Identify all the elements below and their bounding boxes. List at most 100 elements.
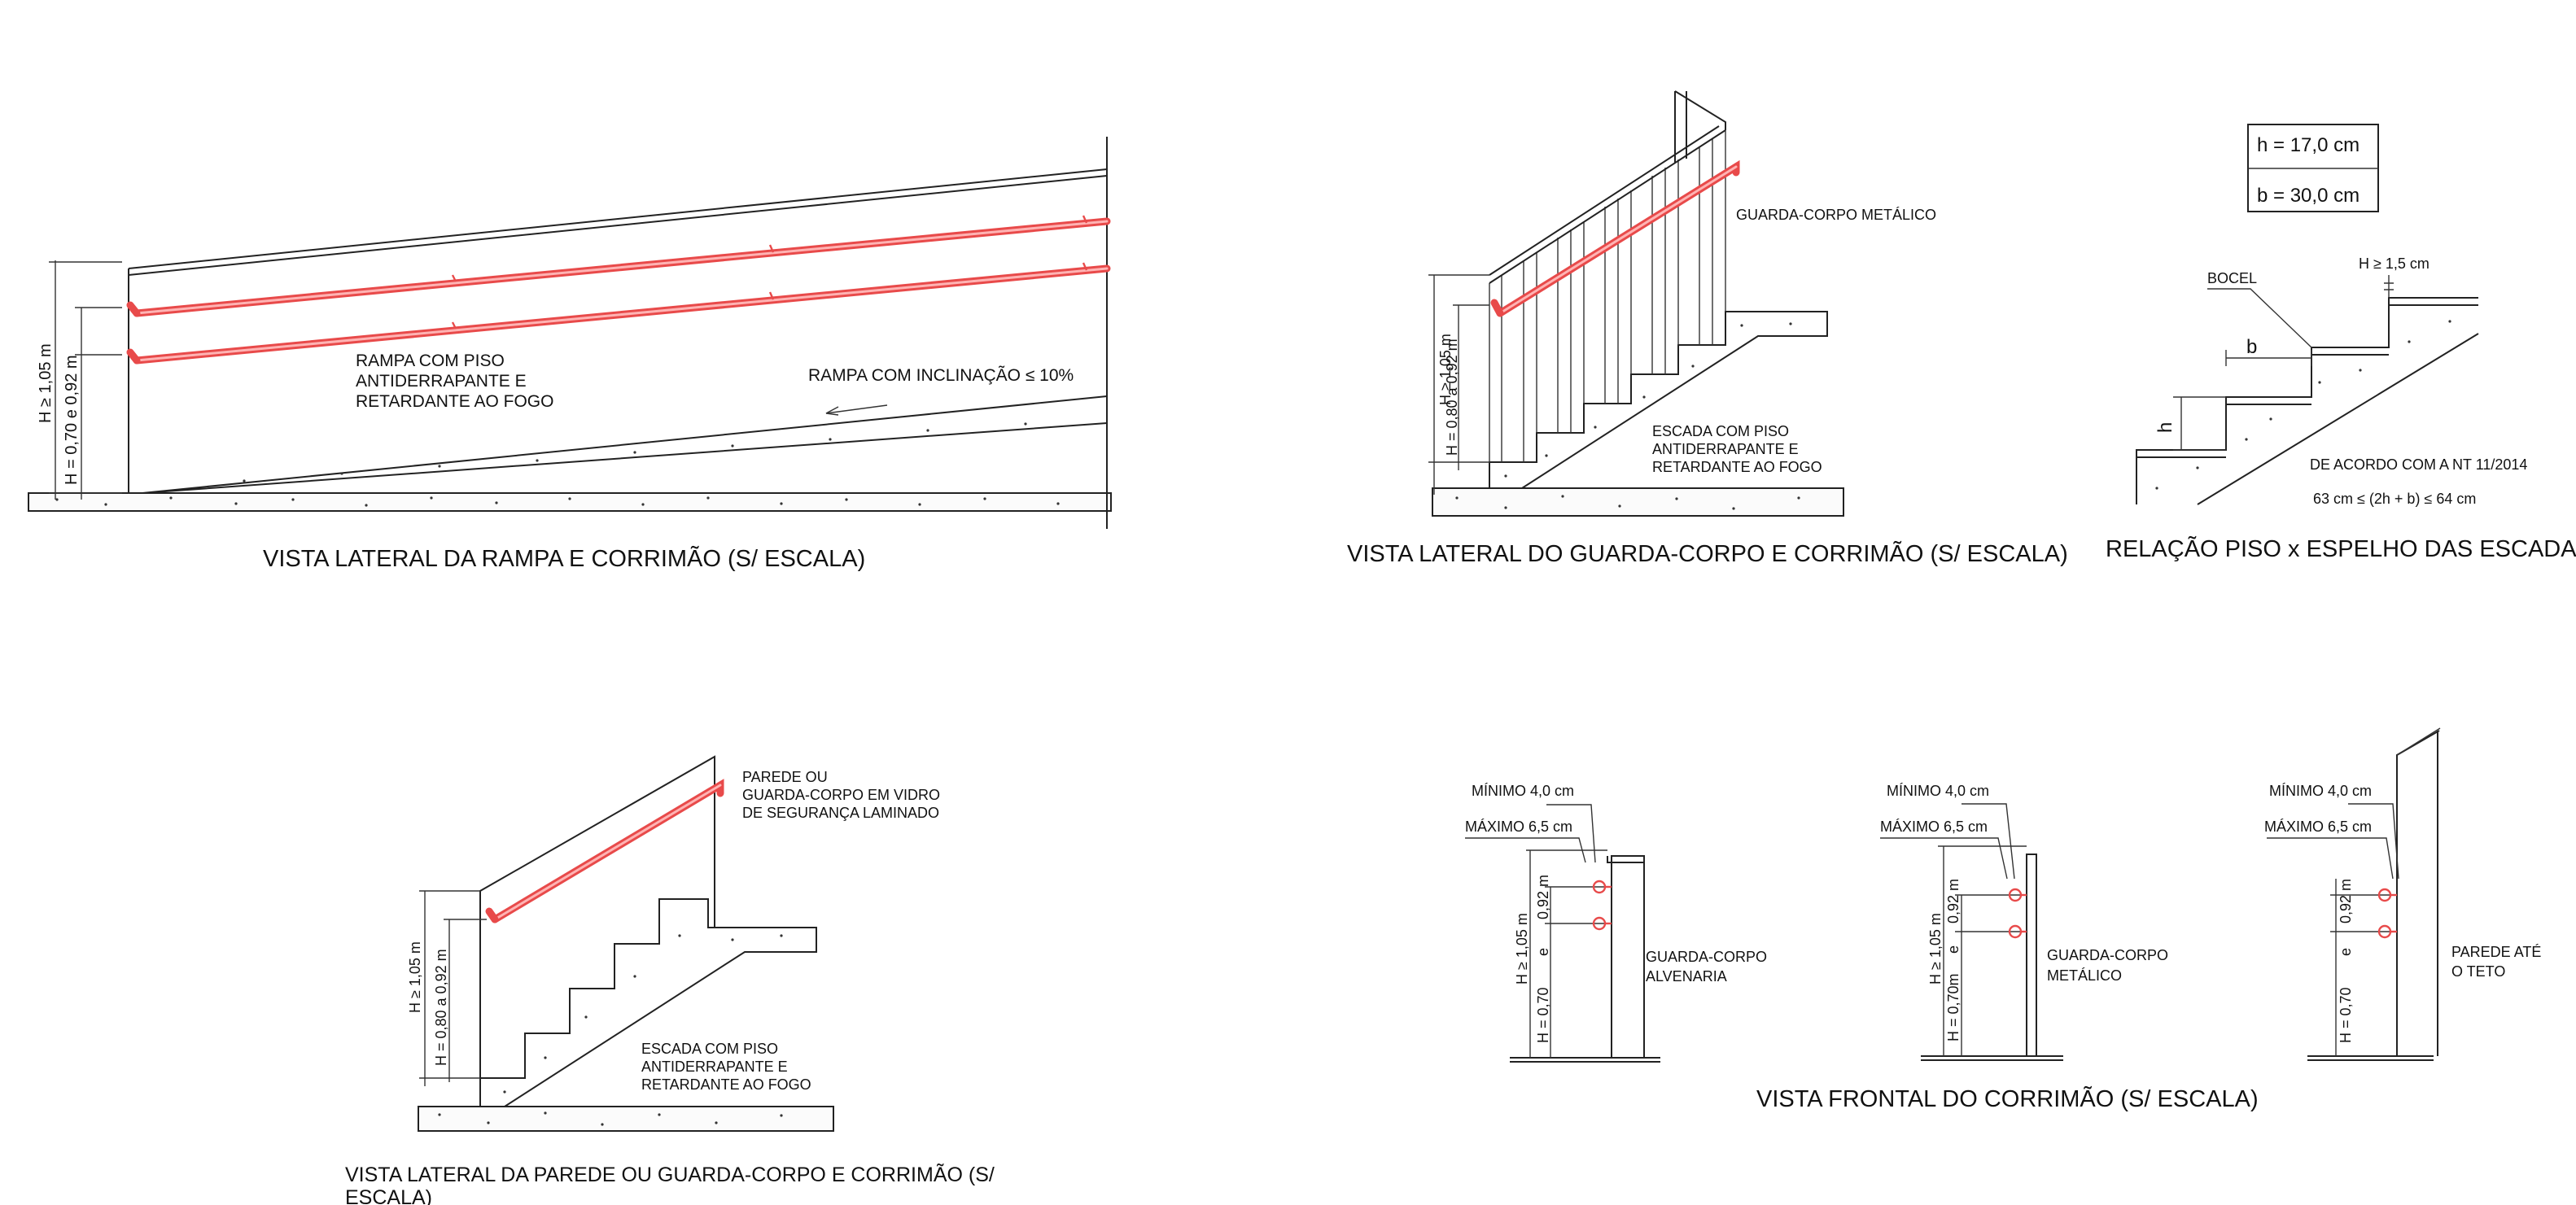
wall-dim-total: H ≥ 1,05 m <box>407 941 423 1013</box>
handrail-section-3 <box>2377 888 2397 939</box>
guard-floor-hatch <box>1455 495 1800 510</box>
ramp-hatch <box>243 422 1027 482</box>
front1-min: MÍNIMO 4,0 cm <box>1472 783 1574 799</box>
norm-note: DE ACORDO COM A NT 11/2014 <box>2310 456 2527 473</box>
nosing-dim <box>2384 275 2394 298</box>
ramp-floor-slab <box>28 492 1112 512</box>
front3-label-1: PAREDE ATÉ <box>2451 944 2541 960</box>
step-hatch <box>2155 320 2451 490</box>
front-view-title: VISTA FRONTAL DO CORRIMÃO (S/ ESCALA) <box>1756 1085 2259 1112</box>
front2-label-2: METÁLICO <box>2047 967 2122 984</box>
handrail-section-1 <box>1592 880 1612 931</box>
guard-stair-profile <box>1489 311 1828 489</box>
step-ratio-view: h = 17,0 cm b = 30,0 cm BOCEL H ≥ 1,5 cm… <box>2106 124 2576 562</box>
front1-dim-total: H ≥ 1,05 m <box>1514 913 1530 985</box>
front3-dim-e: e <box>2338 948 2354 956</box>
front-views: MÍNIMO 4,0 cm MÁXIMO 6,5 cm H ≥ 1,05 m H… <box>1465 727 2541 1112</box>
step-h-value: h = 17,0 cm <box>2257 134 2360 156</box>
ramp-side-view: H ≥ 1,05 m H = 0,70 e 0,92 m RAMPA COM P… <box>28 137 1112 572</box>
wall-dimension-lines <box>419 890 487 1086</box>
guard-dim-total: H ≥ 1,05 m <box>1437 334 1454 405</box>
front3-label-2: O TETO <box>2451 963 2505 980</box>
wall-handrail <box>485 779 724 923</box>
b-dimension <box>2225 350 2312 366</box>
step-b-value: b = 30,0 cm <box>2257 185 2360 207</box>
wall-dim-rail: H = 0,80 a 0,92 m <box>433 949 449 1066</box>
front3-max: MÁXIMO 6,5 cm <box>2264 819 2372 835</box>
wall-panel <box>479 755 715 1078</box>
bocel-label: BOCEL <box>2207 270 2257 286</box>
full-height-wall <box>2396 730 2440 1056</box>
ramp-view-title: VISTA LATERAL DA RAMPA E CORRIMÃO (S/ ES… <box>263 544 865 572</box>
wall-floor-slab <box>418 1106 834 1132</box>
ramp-dim-rails: H = 0,70 e 0,92 m <box>63 355 81 485</box>
front2-dim-total: H ≥ 1,05 m <box>1927 913 1944 985</box>
guard-stair-hatch <box>1504 322 1792 478</box>
guard-stair-note-1: ESCADA COM PISO <box>1652 423 1789 439</box>
front2-max: MÁXIMO 6,5 cm <box>1880 819 1988 835</box>
wall-view-title-2: ESCALA) <box>345 1186 432 1205</box>
nosing-label: H ≥ 1,5 cm <box>2359 255 2429 272</box>
wall-view-title-1: VISTA LATERAL DA PAREDE OU GUARDA-CORPO … <box>345 1163 995 1186</box>
guard-view-title: VISTA LATERAL DO GUARDA-CORPO E CORRIMÃO… <box>1347 539 2068 567</box>
ramp-handrail-lower <box>126 262 1111 365</box>
ramp-floor-note-1: RAMPA COM PISO <box>356 351 505 370</box>
wall-stair-note-1: ESCADA COM PISO <box>641 1041 778 1057</box>
front1-dim-b: 0,92 m <box>1535 875 1551 919</box>
wall-stair-hatch <box>503 934 783 1094</box>
front1-label-2: ALVENARIA <box>1646 968 1727 985</box>
guard-side-view: H ≥ 1,05 m H = 0,80 a 0,92 m GUARDA-CORP… <box>1347 90 2068 567</box>
guard-handrail <box>1490 159 1740 317</box>
front2-dim-b: 0,92 m <box>1945 879 1962 923</box>
front1-label-1: GUARDA-CORPO <box>1646 949 1767 965</box>
wall-note-2: GUARDA-CORPO EM VIDRO <box>742 787 940 803</box>
guard-dimension-lines <box>1428 274 1489 495</box>
ramp-handrail-upper <box>126 215 1111 317</box>
guard-metal-note: GUARDA-CORPO METÁLICO <box>1736 207 1936 223</box>
bocel-leader <box>2207 288 2312 348</box>
ramp-slope-note: RAMPA COM INCLINAÇÃO ≤ 10% <box>808 365 1074 385</box>
ramp-dim-total: H ≥ 1,05 m <box>37 343 55 423</box>
guard-dim-rail: H = 0,80 a 0,92 m <box>1444 338 1460 456</box>
front3-dim-a: H = 0,70 <box>2338 987 2354 1043</box>
front-detail-wall: MÍNIMO 4,0 cm MÁXIMO 6,5 cm H = 0,70 e 0… <box>2264 727 2541 1061</box>
h-dimension <box>2173 396 2226 451</box>
guard-balusters <box>1489 130 1726 462</box>
wall-stair-profile <box>479 898 817 1107</box>
formula-note: 63 cm ≤ (2h + b) ≤ 64 cm <box>2313 491 2476 507</box>
wall-stair-note-2: ANTIDERRAPANTE E <box>641 1059 788 1075</box>
front1-max: MÁXIMO 6,5 cm <box>1465 819 1572 835</box>
masonry-wall <box>1607 855 1645 1058</box>
ramp-dimension-lines <box>49 260 122 500</box>
ramp-slope <box>142 395 1108 494</box>
front-detail-metallic: MÍNIMO 4,0 cm MÁXIMO 6,5 cm H ≥ 1,05 m H… <box>1880 783 2168 1061</box>
front3-min: MÍNIMO 4,0 cm <box>2269 783 2372 799</box>
floor-hatch <box>55 496 1060 507</box>
wall-note-3: DE SEGURANÇA LAMINADO <box>742 805 939 821</box>
handrail-section-2 <box>2008 888 2027 939</box>
slope-arrow-icon <box>825 404 888 416</box>
front2-dim-e: e <box>1945 945 1962 954</box>
ramp-floor-note-3: RETARDANTE AO FOGO <box>356 392 553 411</box>
wall-note-1: PAREDE OU <box>742 769 828 785</box>
h-label: h <box>2154 422 2176 433</box>
front1-dim-a: H = 0,70 <box>1535 987 1551 1043</box>
front-detail-masonry: MÍNIMO 4,0 cm MÁXIMO 6,5 cm H ≥ 1,05 m H… <box>1465 783 1767 1063</box>
step-profile <box>2136 297 2478 504</box>
front3-dim-b: 0,92 m <box>2338 879 2354 923</box>
wall-side-view: H ≥ 1,05 m H = 0,80 a 0,92 m PAREDE OU G… <box>345 755 995 1205</box>
guard-floor-slab <box>1432 487 1844 517</box>
wall-floor-hatch <box>438 1111 783 1126</box>
guard-top-rail <box>1489 125 1726 284</box>
front2-dim-a: H = 0,70m <box>1945 973 1962 1041</box>
front2-label-1: GUARDA-CORPO <box>2047 947 2168 963</box>
step-ratio-title: RELAÇÃO PISO x ESPELHO DAS ESCADAS (S/ E… <box>2106 535 2576 562</box>
front1-dim-e: e <box>1535 948 1551 956</box>
b-label: b <box>2246 336 2257 358</box>
guard-stair-note-2: ANTIDERRAPANTE E <box>1652 441 1799 457</box>
ramp-guard-top <box>128 168 1108 276</box>
front2-min: MÍNIMO 4,0 cm <box>1887 783 1989 799</box>
metal-post <box>2026 854 2037 1056</box>
wall-stair-note-3: RETARDANTE AO FOGO <box>641 1076 811 1093</box>
